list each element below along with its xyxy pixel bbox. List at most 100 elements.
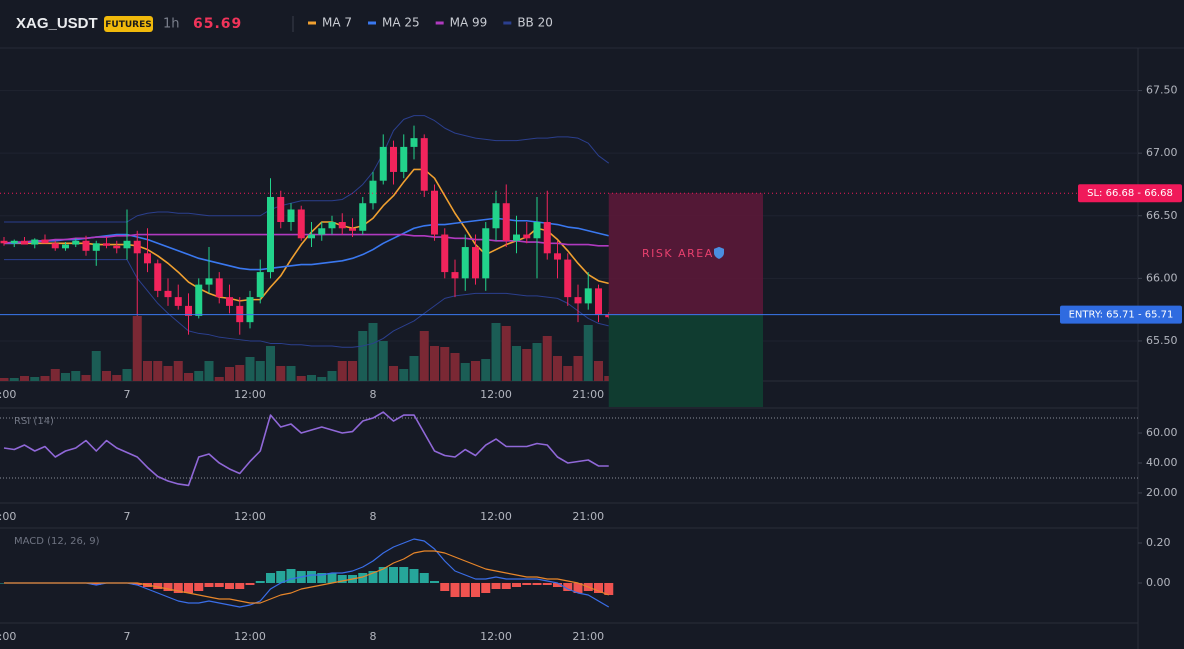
- volume-bar: [399, 369, 409, 381]
- candle-body: [41, 239, 49, 244]
- bb-upper: [4, 115, 610, 223]
- legend-label[interactable]: MA 99: [450, 16, 488, 30]
- legend-label[interactable]: MA 7: [322, 16, 352, 30]
- candle-body: [133, 240, 141, 254]
- histogram-bar: [409, 569, 419, 583]
- histogram-bar: [604, 583, 614, 595]
- volume-bar: [194, 371, 204, 381]
- candle-body: [144, 253, 151, 264]
- histogram-bar: [501, 583, 511, 589]
- histogram-bar: [327, 573, 337, 583]
- volume-bar: [594, 361, 603, 381]
- volume-bar: [512, 346, 521, 381]
- volume-bar: [563, 366, 573, 381]
- candle-body: [164, 290, 172, 298]
- histogram-bar: [235, 583, 245, 589]
- panel-title: RSI (14): [14, 416, 54, 427]
- candle-body: [554, 253, 561, 260]
- histogram-bar: [163, 583, 173, 591]
- volume-bar: [71, 371, 81, 381]
- volume-bar: [542, 336, 552, 381]
- volume-bar: [204, 361, 214, 381]
- volume-bar: [9, 378, 19, 381]
- candle-body: [584, 288, 592, 304]
- volume-bar: [522, 349, 532, 381]
- candle-body: [390, 146, 397, 172]
- candle-body: [369, 180, 377, 204]
- histogram-bar: [440, 583, 450, 591]
- candle-body: [277, 196, 285, 223]
- histogram-bar: [491, 583, 501, 589]
- candle-body: [349, 228, 356, 231]
- volume-bar: [255, 361, 265, 381]
- candle-body: [461, 247, 469, 279]
- y-tick-label: 67.50: [1146, 84, 1178, 97]
- histogram-bar: [245, 583, 255, 585]
- x-tick-label: 12:00: [480, 630, 512, 643]
- candle-body: [513, 234, 520, 241]
- volume-bar: [122, 369, 132, 381]
- candle-body: [420, 138, 428, 191]
- ma-line: [3, 233, 609, 247]
- candle-body: [195, 284, 203, 316]
- histogram-bar: [276, 571, 286, 583]
- volume-bar: [153, 361, 163, 381]
- histogram-bar: [542, 583, 552, 585]
- histogram-bar: [317, 573, 327, 583]
- y-tick-label: 40.00: [1146, 456, 1178, 469]
- candle-body: [103, 243, 110, 246]
- candle-body: [62, 244, 69, 249]
- volume-bar: [245, 357, 255, 381]
- shield-icon: [714, 246, 724, 259]
- x-tick-label: 12:00: [480, 388, 512, 401]
- histogram-bar: [378, 567, 388, 583]
- candle-body: [492, 203, 500, 229]
- volume-bar: [50, 369, 60, 381]
- x-tick-label: 2:00: [0, 630, 16, 643]
- histogram-bar: [460, 583, 470, 597]
- y-tick-label: 65.50: [1146, 334, 1178, 347]
- reward-zone: [608, 314, 763, 407]
- y-tick-label: 0.20: [1146, 536, 1171, 549]
- volume-bar: [184, 373, 193, 381]
- x-tick-label: 8: [370, 630, 377, 643]
- histogram-bar: [522, 583, 532, 585]
- volume-bar: [225, 367, 234, 381]
- interval[interactable]: 1h: [163, 17, 180, 32]
- candle-body: [174, 297, 182, 306]
- candle-body: [51, 243, 59, 249]
- volume-bar: [235, 365, 245, 381]
- histogram-bar: [481, 583, 491, 593]
- volume-bar: [368, 323, 378, 381]
- histogram-bar: [255, 581, 265, 583]
- x-tick-label: 21:00: [572, 510, 604, 523]
- volume-bar: [30, 377, 40, 381]
- volume-bar: [430, 346, 439, 381]
- x-tick-label: 21:00: [572, 630, 604, 643]
- candle-body: [226, 297, 233, 306]
- volume-bar: [286, 366, 296, 381]
- volume-bar: [553, 356, 562, 381]
- volume-bar: [266, 346, 275, 381]
- legend-label[interactable]: MA 25: [382, 16, 420, 30]
- candle-body: [533, 222, 541, 239]
- histogram-bar: [430, 581, 439, 583]
- histogram-bar: [225, 583, 234, 589]
- volume-bar: [491, 323, 501, 381]
- candle-body: [431, 190, 438, 235]
- volume-bar: [460, 363, 470, 381]
- candle-body: [256, 272, 264, 298]
- panel-title: MACD (12, 26, 9): [14, 536, 100, 547]
- volume-bar: [0, 378, 9, 381]
- histogram-bar: [368, 571, 378, 583]
- histogram-bar: [184, 583, 193, 593]
- y-tick-label: 66.50: [1146, 209, 1178, 222]
- legend-label[interactable]: BB 20: [517, 16, 553, 30]
- volume-bar: [378, 341, 388, 381]
- histogram-bar: [532, 583, 542, 585]
- volume-bar: [81, 375, 91, 381]
- candle-body: [154, 263, 162, 291]
- candle-body: [205, 278, 213, 285]
- candle-body: [595, 288, 602, 315]
